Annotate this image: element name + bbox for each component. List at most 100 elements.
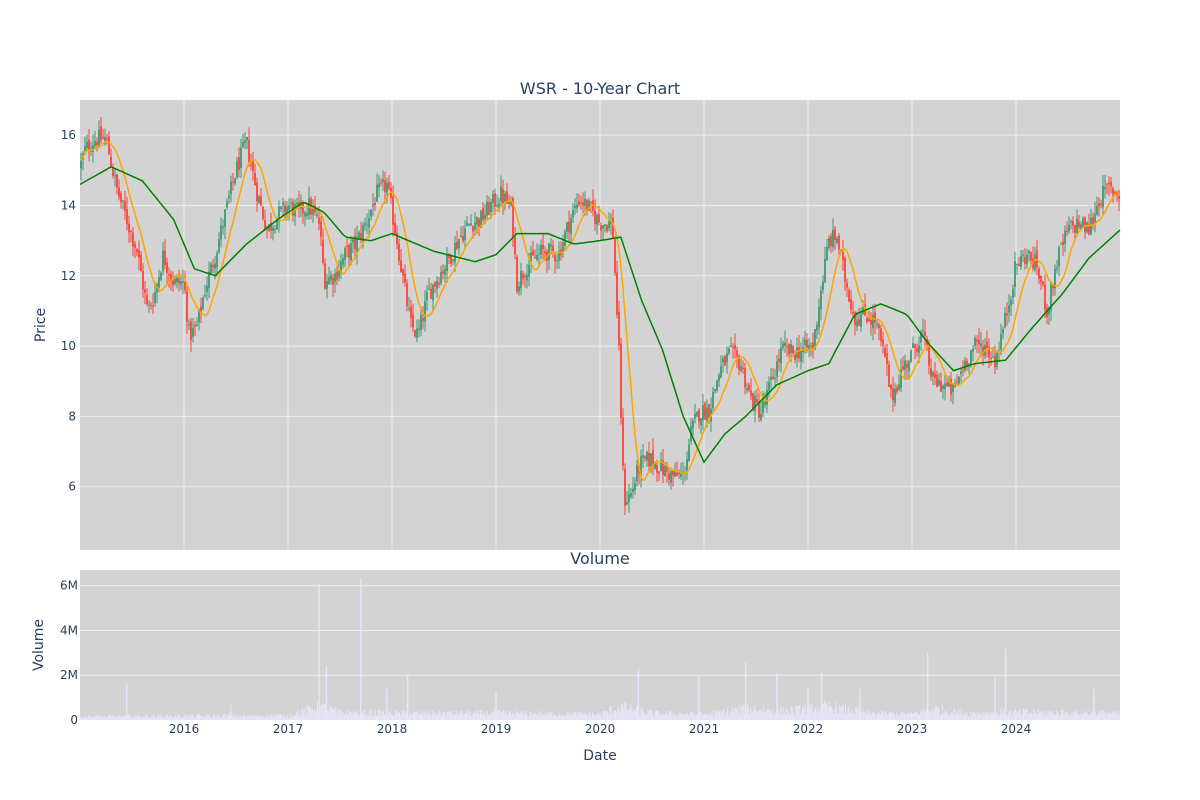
volume-bar (671, 716, 673, 720)
candle-body (624, 468, 626, 507)
candle (830, 232, 832, 253)
candle (946, 377, 948, 387)
candle (124, 190, 126, 220)
volume-bar (887, 714, 889, 720)
volume-bar (388, 710, 390, 720)
volume-bar (598, 714, 600, 720)
candle (272, 224, 274, 241)
candle-body (382, 179, 384, 182)
candle (746, 382, 748, 394)
candle-body (140, 254, 142, 272)
date-x-tick-label: 2020 (585, 722, 616, 736)
candle (572, 203, 574, 223)
volume-bar (298, 715, 300, 720)
candle (134, 240, 136, 259)
candle-body (564, 231, 566, 246)
volume-bar (233, 716, 235, 720)
volume-bar (618, 708, 620, 720)
candle-body (462, 236, 464, 242)
candle (1026, 248, 1028, 269)
volume-bar (816, 712, 818, 720)
candle (828, 234, 830, 251)
volume-bar (815, 707, 817, 720)
volume-bar (828, 701, 830, 720)
candle-body (616, 272, 618, 315)
candle (384, 171, 386, 204)
candle-body (224, 209, 226, 228)
candle-body (200, 306, 202, 312)
volume-bar (701, 715, 703, 720)
candle-body (322, 239, 324, 263)
candle (380, 177, 382, 187)
candle-body (810, 345, 812, 347)
candle-body (764, 401, 766, 406)
volume-bar (1036, 714, 1038, 720)
volume-bar (847, 709, 849, 720)
candle (714, 388, 716, 394)
volume-bar (924, 710, 926, 720)
candle-body (480, 210, 482, 228)
candle (1104, 174, 1106, 199)
candle-body (932, 372, 934, 377)
candle-body (174, 279, 176, 285)
volume-bar (670, 711, 672, 720)
candle-body (334, 273, 336, 282)
candle (956, 374, 958, 385)
volume-bar (528, 716, 530, 720)
volume-bar (197, 714, 199, 720)
volume-bar (81, 718, 83, 720)
volume-spike-bar (360, 578, 362, 720)
volume-bar (722, 709, 724, 720)
candle (922, 318, 924, 339)
volume-bar (373, 715, 375, 720)
candle-body (608, 221, 610, 228)
volume-bar (1014, 709, 1016, 720)
candle (194, 321, 196, 337)
candle-body (860, 314, 862, 328)
candle (892, 376, 894, 412)
volume-bar (654, 712, 656, 720)
candle-body (180, 281, 182, 285)
candle (202, 295, 204, 311)
volume-bar (325, 705, 327, 720)
volume-bar (981, 715, 983, 720)
volume-bar (809, 705, 811, 720)
volume-bar (940, 714, 942, 720)
candle (504, 190, 506, 211)
volume-bar (623, 707, 625, 720)
volume-bar (412, 711, 414, 720)
candle (978, 327, 980, 354)
volume-bar (964, 714, 966, 720)
volume-bar (955, 711, 957, 720)
candle (94, 130, 96, 149)
volume-bar (524, 714, 526, 720)
candle-body (358, 232, 360, 239)
candle (328, 266, 330, 285)
candle (192, 318, 194, 343)
volume-bar (283, 713, 285, 720)
volume-bar (147, 715, 149, 720)
volume-bar (372, 715, 374, 720)
candle-body (694, 414, 696, 419)
candle (1050, 281, 1052, 321)
candle-body (152, 305, 154, 307)
candle (1038, 266, 1040, 284)
volume-bar (685, 714, 687, 720)
volume-bar (334, 706, 336, 720)
volume-bar (813, 711, 815, 720)
candle (878, 322, 880, 341)
candle-body (450, 254, 452, 264)
candle (798, 335, 800, 363)
volume-bar (872, 712, 874, 720)
candle (678, 469, 680, 479)
candle-body (896, 387, 898, 392)
candle-body (396, 232, 398, 244)
volume-bar (787, 709, 789, 720)
candle-body (552, 245, 554, 252)
candle-body (162, 250, 164, 272)
volume-bar (1040, 711, 1042, 720)
volume-bar (234, 717, 236, 720)
candle-body (412, 314, 414, 328)
